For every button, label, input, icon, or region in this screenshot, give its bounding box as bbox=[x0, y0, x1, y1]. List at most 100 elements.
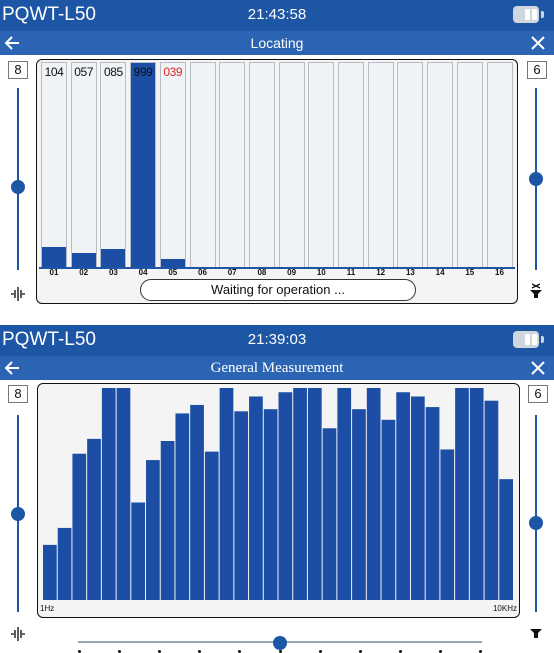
spectrum-bar bbox=[381, 419, 396, 600]
spectrum-bar bbox=[410, 396, 425, 600]
channel-label: 09 bbox=[287, 268, 297, 277]
channel-02: 057 bbox=[70, 62, 97, 268]
channel-12 bbox=[367, 62, 394, 268]
title-bar: General Measurement bbox=[0, 356, 554, 380]
clock: 21:43:58 bbox=[247, 6, 307, 23]
spectrum-bar bbox=[366, 388, 381, 600]
left-level-value: 8 bbox=[8, 61, 28, 79]
channel-14 bbox=[427, 62, 454, 268]
channel-label: 14 bbox=[435, 268, 445, 277]
channel-01: 104 bbox=[41, 62, 67, 268]
left-gain-slider[interactable] bbox=[10, 415, 26, 612]
channel-panel: 104 01 057 02 085 03 999 04 039 05 06 07 08 09 10 11 12 1… bbox=[36, 59, 518, 304]
channel-label: 15 bbox=[465, 268, 475, 277]
spectrum-bar bbox=[278, 392, 293, 600]
back-arrow-icon[interactable] bbox=[2, 32, 24, 54]
slider-stop bbox=[78, 650, 81, 653]
slider-stop bbox=[198, 650, 202, 653]
spectrum-bar bbox=[234, 411, 249, 600]
channel-05: 039 bbox=[159, 62, 186, 268]
channel-label: 06 bbox=[198, 268, 207, 277]
channel-04: 999 bbox=[130, 62, 157, 268]
close-icon[interactable] bbox=[527, 32, 549, 54]
channel-16 bbox=[486, 62, 513, 268]
channel-08 bbox=[248, 62, 275, 268]
slider-knob[interactable] bbox=[273, 636, 287, 650]
device-name: PQWT-L50 bbox=[2, 329, 96, 350]
clock: 21:39:03 bbox=[247, 331, 307, 348]
spectrum-bar bbox=[72, 453, 87, 600]
baseline bbox=[39, 267, 515, 269]
x-max-label: 10KHz bbox=[492, 604, 517, 613]
channel-label: 08 bbox=[257, 268, 267, 277]
spectrum-bar bbox=[249, 396, 263, 600]
channel-value: 039 bbox=[163, 65, 183, 79]
spectrum-bar bbox=[337, 388, 352, 600]
spectrum-bar bbox=[469, 388, 484, 600]
spectrum-bar bbox=[322, 428, 337, 600]
spectrum-bar bbox=[116, 388, 131, 600]
spectrum-bar bbox=[293, 388, 307, 600]
slider-stop bbox=[278, 650, 282, 653]
slider-knob[interactable] bbox=[11, 506, 25, 521]
close-icon[interactable] bbox=[527, 357, 549, 379]
spectrum-bar bbox=[101, 388, 116, 600]
spectrum-bar bbox=[57, 527, 72, 600]
waveform-icon[interactable] bbox=[10, 286, 26, 302]
channel-label: 01 bbox=[49, 268, 59, 277]
battery-icon bbox=[513, 331, 544, 348]
battery-icon bbox=[513, 6, 544, 23]
channel-06 bbox=[189, 62, 216, 268]
right-level-value: 6 bbox=[527, 61, 547, 79]
slider-stop bbox=[479, 650, 482, 653]
spectrum-bar bbox=[160, 441, 175, 600]
spectrum-bar bbox=[396, 392, 410, 600]
channel-value: 999 bbox=[133, 65, 153, 79]
channel-value: 085 bbox=[103, 65, 123, 79]
right-gain-slider[interactable] bbox=[528, 88, 544, 270]
spectrum-bar bbox=[499, 479, 513, 600]
channel-fill bbox=[160, 259, 185, 267]
channel-07 bbox=[219, 62, 246, 268]
channel-label: 07 bbox=[227, 268, 237, 277]
spectrum-bar bbox=[440, 449, 455, 600]
filter-icon[interactable] bbox=[528, 283, 544, 299]
left-gain-slider[interactable] bbox=[10, 88, 26, 270]
slider-stop bbox=[398, 650, 402, 653]
title-bar: Locating bbox=[0, 31, 554, 55]
filter-icon[interactable] bbox=[528, 625, 544, 641]
waveform-icon[interactable] bbox=[10, 626, 26, 642]
slider-knob[interactable] bbox=[11, 180, 25, 195]
x-min-label: 1Hz bbox=[40, 604, 55, 613]
channel-label: 10 bbox=[316, 268, 326, 277]
channel-value: 104 bbox=[44, 65, 64, 79]
spectrum-panel: 1Hz 10KHz bbox=[37, 383, 520, 618]
channel-13 bbox=[397, 62, 424, 268]
frequency-slider[interactable] bbox=[78, 634, 482, 653]
spectrum-bar bbox=[204, 451, 219, 600]
slider-knob[interactable] bbox=[529, 515, 543, 530]
spectrum-bar bbox=[455, 388, 469, 600]
spectrum-bar bbox=[219, 388, 234, 600]
channel-label: 03 bbox=[108, 268, 118, 277]
slider-knob[interactable] bbox=[529, 172, 543, 186]
channel-label: 16 bbox=[495, 268, 504, 277]
spectrum-bar bbox=[352, 409, 366, 600]
slider-stop bbox=[318, 650, 322, 653]
spectrum-bar bbox=[43, 544, 57, 600]
right-gain-slider[interactable] bbox=[528, 415, 544, 612]
right-level-value: 6 bbox=[528, 385, 548, 403]
back-arrow-icon[interactable] bbox=[2, 357, 24, 379]
channel-fill bbox=[42, 247, 66, 267]
spectrum-bar bbox=[146, 460, 160, 600]
channel-value: 057 bbox=[74, 65, 94, 79]
spectrum-chart bbox=[43, 388, 513, 600]
channel-label: 12 bbox=[376, 268, 386, 277]
slider-stop bbox=[118, 650, 122, 653]
slider-stop bbox=[438, 650, 442, 653]
slider-stop bbox=[238, 650, 242, 653]
channel-09 bbox=[278, 62, 305, 268]
slider-stop bbox=[158, 650, 162, 653]
channel-10 bbox=[308, 62, 335, 268]
spectrum-bar bbox=[484, 400, 499, 600]
